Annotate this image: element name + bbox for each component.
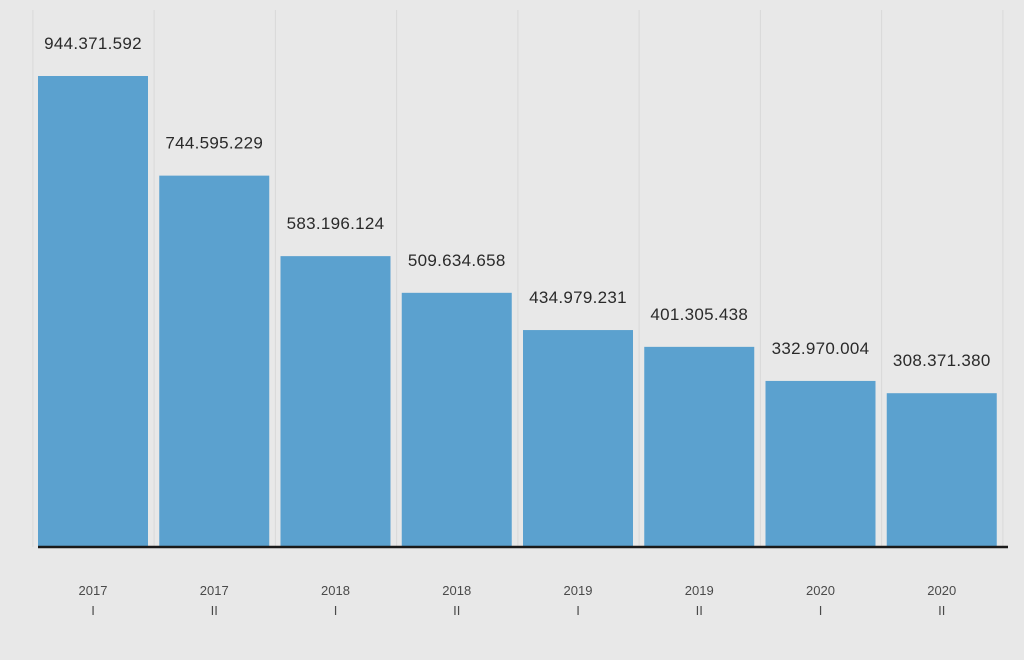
x-tick-half: I xyxy=(576,603,580,618)
bar xyxy=(765,380,876,547)
value-label: 509.634.658 xyxy=(408,251,506,270)
value-label: 308.371.380 xyxy=(893,351,991,370)
x-tick-year: 2017 xyxy=(79,583,108,598)
x-tick-year: 2018 xyxy=(442,583,471,598)
bar xyxy=(523,330,633,547)
bars-group xyxy=(38,76,997,547)
bar xyxy=(159,175,270,547)
value-label: 401.305.438 xyxy=(650,305,748,324)
value-label: 583.196.124 xyxy=(287,214,385,233)
bar xyxy=(401,292,512,547)
bar xyxy=(38,76,148,547)
grid-lines xyxy=(32,10,1004,547)
bar xyxy=(280,256,391,547)
value-labels-group: 944.371.592 744.595.229 583.196.124 509.634… xyxy=(44,34,991,370)
x-tick-year: 2020 xyxy=(927,583,956,598)
x-tick-year: 2018 xyxy=(321,583,350,598)
value-label: 332.970.004 xyxy=(772,339,870,358)
x-tick-half: I xyxy=(819,603,823,618)
x-tick-half: II xyxy=(696,603,703,618)
x-tick-half: II xyxy=(211,603,218,618)
x-tick-year: 2020 xyxy=(806,583,835,598)
x-tick-year: 2019 xyxy=(564,583,593,598)
value-label: 744.595.229 xyxy=(165,134,263,153)
x-tick-year: 2017 xyxy=(200,583,229,598)
x-tick-half: II xyxy=(938,603,945,618)
bar xyxy=(644,346,755,547)
bar xyxy=(886,393,997,547)
x-tick-half: I xyxy=(334,603,338,618)
x-tick-half: I xyxy=(91,603,95,618)
value-label: 434.979.231 xyxy=(529,288,627,307)
x-tick-labels-group: 2017 I 2017 II 2018 I 2018 II 2019 I 2019 II 2020 I 20… xyxy=(79,583,957,618)
x-tick-half: II xyxy=(453,603,460,618)
x-tick-year: 2019 xyxy=(685,583,714,598)
value-label: 944.371.592 xyxy=(44,34,142,53)
